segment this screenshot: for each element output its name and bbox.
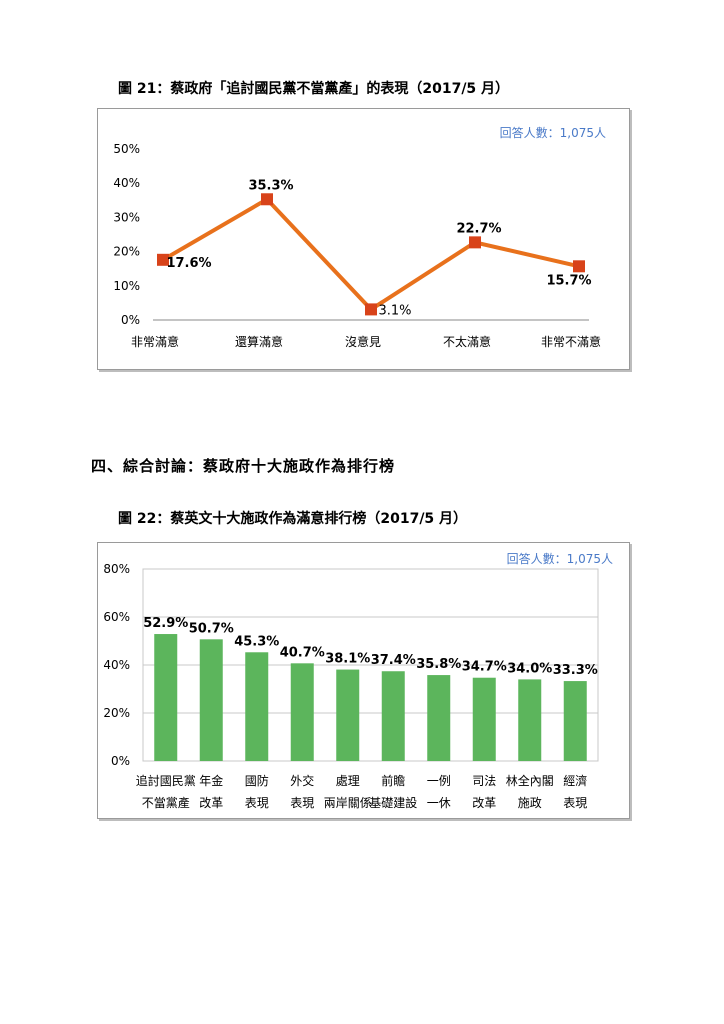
chart22-data-label: 37.4%	[371, 653, 416, 668]
chart22-bar	[381, 671, 405, 761]
chart21-data-label: 22.7%	[456, 221, 501, 236]
section-heading: 四、綜合討論：蔡政府十大施政作為排行榜	[91, 457, 396, 475]
chart21-ytick-label: 0%	[121, 313, 140, 327]
chart22-category-label: 施政	[518, 796, 542, 810]
chart22-category-label: 表現	[290, 796, 314, 810]
chart21-point	[157, 253, 169, 266]
chart22-bar	[154, 634, 178, 761]
chart22-category-label: 經濟	[563, 773, 587, 788]
chart22-category-label: 林全內閣	[506, 773, 554, 788]
chart21-category-label: 還算滿意	[235, 334, 283, 349]
chart22-ytick-label: 60%	[103, 610, 130, 624]
chart22-data-label: 38.1%	[325, 652, 370, 667]
chart22-category-label: 兩岸關係	[324, 796, 372, 810]
chart21-caption: 圖 21：蔡政府「追討國民黨不當黨產」的表現（2017/5 月）	[118, 81, 510, 97]
chart22-bar	[245, 652, 269, 761]
chart22-bar	[199, 639, 223, 761]
chart22-respondents: 回答人數：1,075人	[507, 551, 613, 566]
chart22-category-label: 改革	[472, 796, 496, 810]
chart22-category-label: 一休	[427, 796, 451, 810]
chart22-data-label: 50.7%	[189, 621, 234, 636]
chart22-bar	[518, 679, 542, 761]
chart22-data-label: 34.7%	[462, 660, 507, 675]
chart22-category-label: 表現	[245, 796, 269, 810]
chart21-category-label: 非常不滿意	[541, 334, 601, 349]
chart22-data-label: 34.0%	[507, 661, 552, 676]
chart21-data-label: 35.3%	[248, 178, 293, 193]
chart21-category-label: 沒意見	[345, 334, 381, 349]
chart22-ytick-label: 40%	[103, 658, 130, 672]
chart21-ytick-label: 30%	[113, 210, 140, 224]
chart22-ytick-label: 80%	[103, 562, 130, 576]
chart21-ytick-label: 40%	[113, 176, 140, 190]
chart22-category-label: 年金	[199, 773, 223, 788]
chart22-data-label: 45.3%	[234, 634, 279, 649]
chart22-category-label: 司法	[472, 774, 496, 788]
chart22-category-label: 一例	[427, 774, 451, 788]
chart22-caption: 圖 22：蔡英文十大施政作為滿意排行榜（2017/5 月）	[118, 511, 468, 527]
chart22-data-label: 33.3%	[553, 663, 598, 678]
chart21-data-label: 17.6%	[166, 256, 211, 271]
chart22-category-label: 表現	[563, 796, 587, 810]
chart22-category-label: 追討國民黨	[136, 773, 196, 788]
chart22-data-label: 40.7%	[280, 645, 325, 660]
chart21-point	[365, 303, 377, 316]
chart22-category-label: 前瞻	[381, 773, 405, 788]
chart22-category-label: 處理	[336, 774, 360, 788]
chart21-data-label: 15.7%	[546, 273, 591, 288]
chart22-category-label: 國防	[245, 773, 269, 788]
chart21-series-line	[161, 196, 580, 312]
chart21-frame: 回答人數：1,075人 0% 10% 20% 30% 40% 50% 非常滿意 還算滿意 沒意見 不…	[97, 108, 630, 370]
chart22-category-label: 不當黨產	[142, 795, 190, 810]
chart22-data-label: 35.8%	[416, 657, 461, 672]
chart21-category-label: 非常滿意	[131, 334, 179, 349]
chart22-category-label: 外交	[290, 773, 314, 788]
chart21-ytick-label: 10%	[113, 279, 140, 293]
chart21-ytick-label: 20%	[113, 245, 140, 259]
chart21-respondents: 回答人數：1,075人	[500, 125, 606, 140]
chart21-plot: 回答人數：1,075人 0% 10% 20% 30% 40% 50% 非常滿意 還算滿意 沒意見 不…	[113, 125, 606, 349]
chart21-point	[469, 236, 481, 249]
chart22-bar	[290, 663, 314, 761]
chart22-ytick-label: 20%	[103, 706, 130, 720]
chart21-point	[573, 260, 585, 273]
chart22-bar	[563, 681, 587, 761]
chart22-bar	[336, 669, 360, 761]
chart22-bar	[427, 675, 451, 761]
chart22-ytick-label: 0%	[111, 754, 130, 768]
chart21-ytick-label: 50%	[113, 142, 140, 156]
chart22-plot: 回答人數：1,075人 0% 20% 40% 60% 80% 52.9% 追討國民黨不當黨產 5…	[103, 551, 613, 810]
chart21-data-label: 3.1%	[378, 303, 411, 318]
chart21-category-label: 不太滿意	[443, 334, 491, 349]
chart22-data-label: 52.9%	[143, 616, 188, 631]
chart21-point	[261, 193, 273, 206]
chart22-bar	[472, 677, 496, 761]
chart22-category-label: 基礎建設	[369, 795, 417, 810]
chart22-category-label: 改革	[199, 796, 223, 810]
chart22-frame: 回答人數：1,075人 0% 20% 40% 60% 80% 52.9% 追討國民黨不當黨產 5…	[97, 542, 630, 819]
